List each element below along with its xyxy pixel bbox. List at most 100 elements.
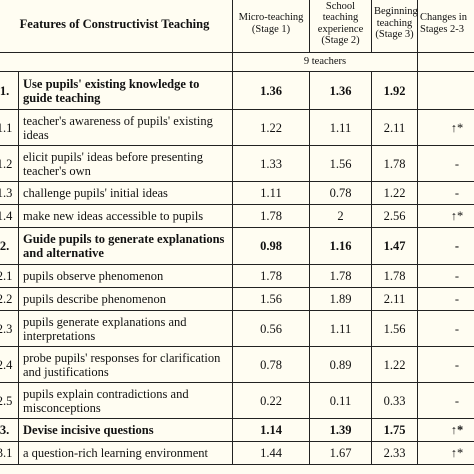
stage1-value: 1.56: [232, 287, 311, 311]
row-number-text: 2.1: [0, 269, 13, 283]
row-description: challenge pupils' initial ideas: [17, 181, 234, 205]
table-row: 2.5 pupils explain contradictions and mis…: [0, 382, 474, 419]
stage2-value: 1.78: [309, 264, 373, 288]
row-description: pupils generate explanations and interpr…: [17, 310, 234, 347]
stage1-value: 0.78: [232, 346, 311, 383]
stage1-value: 1.78: [232, 264, 311, 288]
row-number-text: 3.: [0, 423, 10, 437]
row-number-text: 1.4: [0, 209, 13, 223]
stage2-value: 1.11: [309, 310, 373, 347]
change-indicator: -: [417, 346, 474, 383]
row-number: 2.1: [0, 264, 19, 288]
change-indicator: -: [417, 227, 474, 265]
change-indicator: ↑*: [417, 109, 474, 146]
stage3-value: 1.78: [371, 264, 419, 288]
stage1-value: 1.33: [232, 145, 311, 182]
stage3-value: 1.56: [371, 310, 419, 347]
header-row: Features of Constructivist Teaching Micr…: [0, 0, 474, 53]
stage3-value: 1.92: [371, 71, 419, 110]
row-description: make new ideas accessible to pupils: [17, 204, 234, 228]
row-number: 2.5: [0, 382, 19, 419]
stage3-value: 1.78: [371, 145, 419, 182]
stage2-value: 1.11: [309, 109, 373, 146]
table-row: 1. Use pupils' existing knowledge to guid…: [0, 71, 474, 110]
stage1-value: 0.98: [232, 227, 311, 265]
stage2-value: 0.78: [309, 181, 373, 205]
stage2-header: School teaching experience (Stage 2): [309, 0, 373, 53]
teachers-row: 9 teachers: [0, 52, 474, 72]
change-indicator: -: [417, 382, 474, 419]
row-description: Guide pupils to generate explanations an…: [17, 227, 234, 265]
row-description: elicit pupils' ideas before presenting t…: [17, 145, 234, 182]
row-description: a question-rich learning environment: [17, 441, 234, 465]
stage2-value: 1.56: [309, 145, 373, 182]
table-row: 2. Guide pupils to generate explanations …: [0, 227, 474, 265]
row-number-text: 2.2: [0, 292, 13, 306]
row-description: pupils observe phenomenon: [17, 264, 234, 288]
teachers-row-blank-right: [417, 52, 474, 72]
stage3-value: 1.75: [371, 418, 419, 442]
stage1-value: 1.22: [232, 109, 311, 146]
row-number: 2.2: [0, 287, 19, 311]
row-number: 1.1: [0, 109, 19, 146]
stage3-value: 2.56: [371, 204, 419, 228]
stage1-value: 1.36: [232, 71, 311, 110]
row-description: teacher's awareness of pupils' existing …: [17, 109, 234, 146]
change-indicator: -: [417, 181, 474, 205]
table-row: 1.4 make new ideas accessible to pupils1.…: [0, 204, 474, 228]
stage3-header: Beginning teaching (Stage 3): [371, 0, 419, 53]
change-indicator: ↑*: [417, 204, 474, 228]
row-number: 2.3: [0, 310, 19, 347]
row-number-text: 3.1: [0, 446, 13, 460]
stage1-value: 0.56: [232, 310, 311, 347]
stage2-value: 1.39: [309, 418, 373, 442]
row-number: 1.4: [0, 204, 19, 228]
row-number-text: 1.1: [0, 120, 13, 135]
table-row: 2.3 pupils generate explanations and inte…: [0, 310, 474, 347]
stage2-value: 1.89: [309, 287, 373, 311]
stage2-value: 2: [309, 204, 373, 228]
features-header: Features of Constructivist Teaching: [0, 0, 234, 53]
row-number: 2.4: [0, 346, 19, 383]
row-description: probe pupils' responses for clarificatio…: [17, 346, 234, 383]
change-indicator: ↑*: [417, 418, 474, 442]
stage3-value: 2.11: [371, 109, 419, 146]
table-row: 2.2 pupils describe phenomenon1.561.892.1…: [0, 287, 474, 311]
row-number-text: 2.5: [0, 393, 13, 408]
change-indicator: [417, 71, 474, 110]
row-number: 1.: [0, 71, 19, 110]
row-description: pupils describe phenomenon: [17, 287, 234, 311]
row-number-text: 2.4: [0, 357, 13, 372]
stage1-value: 0.22: [232, 382, 311, 419]
stage3-value: 2.11: [371, 287, 419, 311]
row-description: pupils explain contradictions and miscon…: [17, 382, 234, 419]
stage3-value: 1.22: [371, 181, 419, 205]
row-number-text: 2.: [0, 239, 10, 253]
row-number: 3.1: [0, 441, 19, 465]
table-row: 1.2 elicit pupils' ideas before presentin…: [0, 145, 474, 182]
stage1-value: 1.11: [232, 181, 311, 205]
stage3-value: 0.33: [371, 382, 419, 419]
stage1-value: 1.14: [232, 418, 311, 442]
table-row: 1.3 challenge pupils' initial ideas1.110.…: [0, 181, 474, 205]
row-number: 2.: [0, 227, 19, 265]
row-description: Devise incisive questions: [17, 418, 234, 442]
stage2-value: 0.11: [309, 382, 373, 419]
change-indicator: -: [417, 287, 474, 311]
row-number-text: 1.: [0, 83, 10, 98]
stage3-value: 2.33: [371, 441, 419, 465]
change-indicator: -: [417, 310, 474, 347]
stage3-value: 1.47: [371, 227, 419, 265]
table-row: 1.1 teacher's awareness of pupils' existi…: [0, 109, 474, 146]
stage2-value: 1.16: [309, 227, 373, 265]
row-number-text: 1.2: [0, 156, 13, 171]
change-indicator: ↑*: [417, 441, 474, 465]
stage2-value: 0.89: [309, 346, 373, 383]
row-number-text: 2.3: [0, 321, 13, 336]
row-number: 1.2: [0, 145, 19, 182]
teachers-row-blank: [0, 52, 234, 72]
stage2-value: 1.36: [309, 71, 373, 110]
stage3-value: 1.22: [371, 346, 419, 383]
table-row: 3.1a question-rich learning environment1…: [0, 441, 474, 465]
